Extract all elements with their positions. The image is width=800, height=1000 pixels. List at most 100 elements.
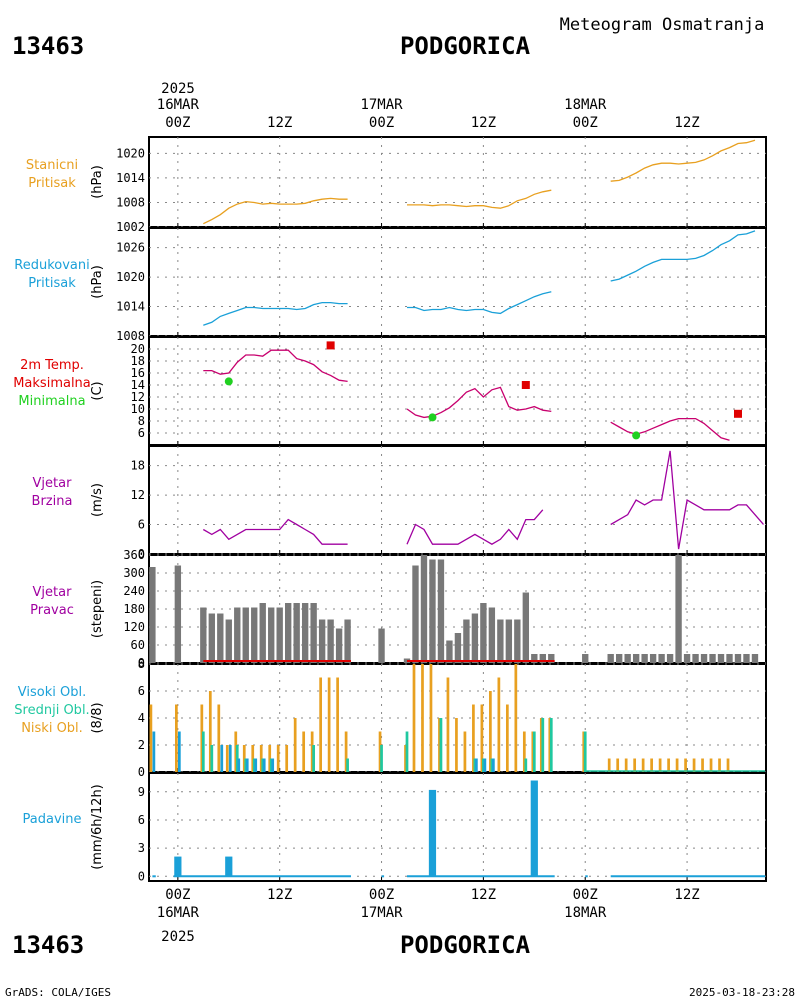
series-line xyxy=(407,189,552,209)
series-line xyxy=(610,450,764,550)
wind-direction-bar xyxy=(293,603,300,663)
min-temp-marker xyxy=(632,431,641,440)
year-label-bottom: 2025 xyxy=(161,929,195,945)
series-line xyxy=(610,230,756,282)
y-tick-label: 240 xyxy=(123,584,145,598)
wind-direction-bar xyxy=(200,607,207,663)
date-label-bottom: 18MAR xyxy=(564,905,607,921)
cloud-cover-bar xyxy=(405,731,409,772)
y-tick-label: 16 xyxy=(131,366,145,380)
y-tick-label: 6 xyxy=(138,518,145,532)
cloud-cover-bar xyxy=(490,758,494,772)
cloud-cover-bar xyxy=(220,745,224,772)
panel-title-label: Brzina xyxy=(32,494,73,509)
cloud-cover-bar xyxy=(524,758,528,772)
y-tick-label: 360 xyxy=(123,548,145,562)
time-tick-label-bottom: 00Z xyxy=(369,887,394,903)
y-tick-label: 8 xyxy=(138,657,145,671)
wind-direction-bar xyxy=(497,619,504,663)
cloud-cover-bar xyxy=(268,745,272,772)
panel-title-label: Vjetar xyxy=(33,476,73,491)
panel-title-label: Niski Obl. xyxy=(21,721,83,736)
series-line xyxy=(406,386,552,419)
y-tick-label: 0 xyxy=(138,869,145,883)
y-tick-label: 1008 xyxy=(116,329,145,343)
wind-direction-bar xyxy=(743,654,750,663)
wind-direction-bar xyxy=(208,613,215,663)
y-tick-label: 8 xyxy=(138,414,145,428)
cloud-cover-bar xyxy=(177,731,181,772)
y-axis-unit-label: (hPa) xyxy=(90,265,105,299)
panel-title-label: 2m Temp. xyxy=(20,358,84,373)
cloud-cover-bar xyxy=(514,664,518,772)
cloud-cover-bar xyxy=(548,718,552,772)
panel-title-label: Vjetar xyxy=(33,585,73,600)
wind-direction-bar xyxy=(174,565,182,663)
cloud-cover-bar xyxy=(259,745,263,772)
cloud-cover-bar xyxy=(692,758,696,772)
y-tick-label: 1014 xyxy=(116,171,145,185)
y-tick-label: 10 xyxy=(131,402,145,416)
wind-direction-bar xyxy=(531,654,538,663)
wind-direction-bar xyxy=(285,603,292,663)
wind-direction-bar xyxy=(700,654,708,663)
cloud-cover-bar xyxy=(709,758,713,772)
wind-direction-bar xyxy=(471,613,479,663)
time-tick-label-bottom: 12Z xyxy=(674,887,699,903)
y-tick-label: 3 xyxy=(138,841,145,855)
cloud-cover-bar xyxy=(244,758,248,772)
precipitation-bar xyxy=(225,856,233,877)
wind-direction-bar xyxy=(658,654,665,663)
cloud-cover-bar xyxy=(532,731,536,772)
wind-direction-bar xyxy=(344,619,351,663)
panel-title-label: Pritisak xyxy=(28,176,76,191)
y-tick-label: 300 xyxy=(123,566,145,580)
time-tick-label-bottom: 12Z xyxy=(471,887,496,903)
panel-title-label: Visoki Obl. xyxy=(18,685,86,700)
cloud-cover-bar xyxy=(210,745,214,772)
wind-direction-bar xyxy=(217,613,224,663)
chart-subtitle: Meteogram Osmatranja xyxy=(560,15,765,35)
cloud-cover-bar xyxy=(650,758,653,772)
cloud-cover-bar xyxy=(446,677,450,772)
wind-direction-bar xyxy=(310,603,317,663)
precipitation-bar xyxy=(428,789,437,877)
cloud-cover-bar xyxy=(319,677,322,772)
station-id-top: 13463 xyxy=(12,32,84,60)
wind-direction-bar xyxy=(709,654,716,663)
wind-direction-bar xyxy=(717,654,725,663)
cloud-cover-bar xyxy=(718,758,721,772)
time-tick-label-top: 00Z xyxy=(573,115,598,131)
cloud-cover-bar xyxy=(658,758,662,772)
series-line xyxy=(202,518,348,545)
wind-direction-bar xyxy=(675,555,682,663)
wind-direction-bar xyxy=(234,607,241,663)
cloud-cover-bar xyxy=(429,664,433,772)
precipitation-bar xyxy=(530,780,538,877)
wind-direction-bar xyxy=(488,607,496,663)
max-temp-marker xyxy=(733,409,742,418)
cloud-cover-bar xyxy=(262,758,266,772)
cloud-cover-bar xyxy=(149,704,153,772)
date-label-bottom: 16MAR xyxy=(157,905,200,921)
y-tick-label: 2 xyxy=(138,738,145,752)
time-tick-label-bottom: 12Z xyxy=(267,887,292,903)
cloud-cover-bar xyxy=(344,731,348,772)
panel-frame xyxy=(148,772,767,882)
time-tick-label-top: 12Z xyxy=(267,115,292,131)
footer-credit: GrADS: COLA/IGES xyxy=(5,986,111,999)
cloud-cover-bar xyxy=(633,758,637,772)
cloud-cover-bar xyxy=(483,758,487,772)
panel-title-label: Redukovani xyxy=(14,258,89,273)
cloud-cover-bar xyxy=(641,758,645,772)
cloud-cover-bar xyxy=(480,704,484,772)
cloud-cover-bar xyxy=(583,731,587,772)
wind-direction-bar xyxy=(225,619,232,663)
wind-direction-bar xyxy=(514,619,521,663)
y-tick-label: 1002 xyxy=(116,220,145,234)
series-line xyxy=(203,301,348,326)
cloud-cover-bar xyxy=(549,718,553,772)
cloud-cover-bar xyxy=(152,731,156,772)
cloud-cover-bar xyxy=(254,758,258,772)
wind-direction-bar xyxy=(522,592,530,663)
